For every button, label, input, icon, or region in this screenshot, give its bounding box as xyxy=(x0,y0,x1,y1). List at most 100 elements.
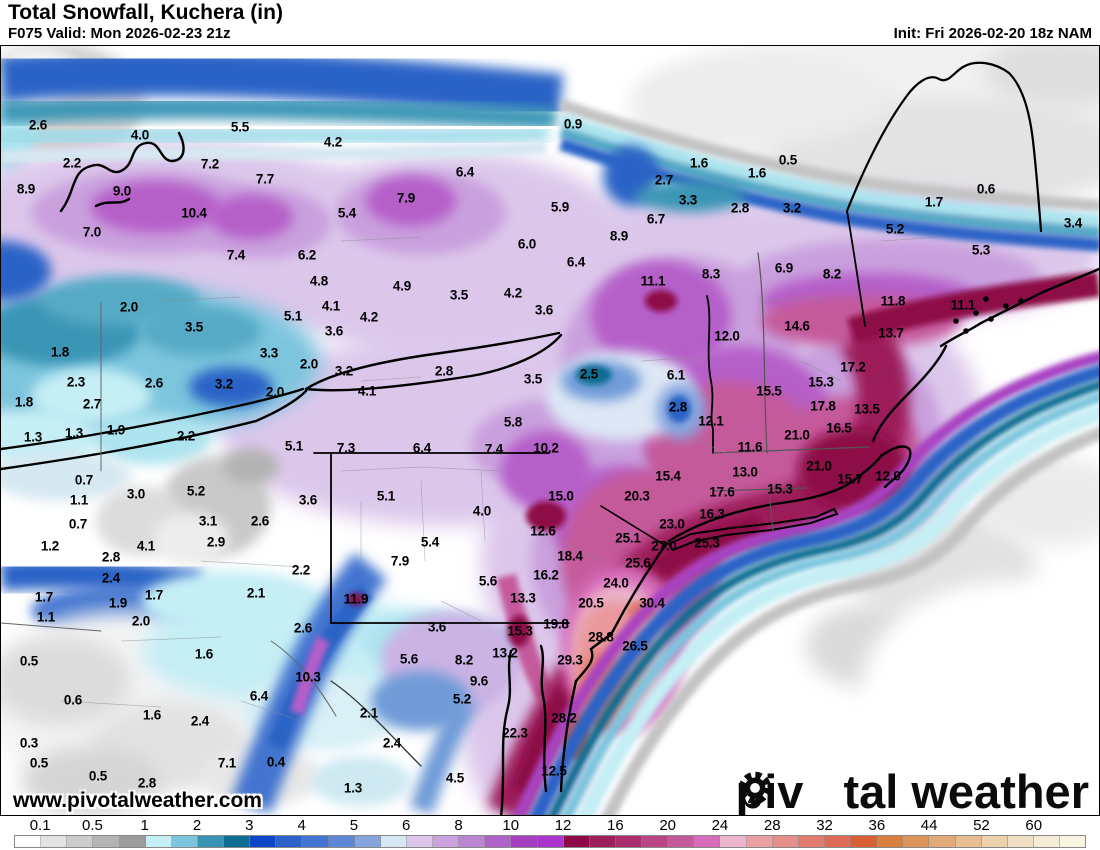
map-value-label: 0.7 xyxy=(68,516,88,532)
map-value-label: 0.5 xyxy=(88,768,108,784)
map-value-label: 26.5 xyxy=(622,638,648,654)
map-value-label: 2.6 xyxy=(250,513,270,529)
map-value-label: 2.4 xyxy=(190,713,210,729)
map-value-label: 2.2 xyxy=(62,155,82,171)
map-value-label: 1.8 xyxy=(50,344,70,360)
map-value-label: 15.3 xyxy=(767,481,793,497)
map-value-label: 4.1 xyxy=(136,538,156,554)
color-scale-cell xyxy=(145,836,172,847)
map-value-label: 5.4 xyxy=(337,205,357,221)
map-value-label: 10.2 xyxy=(533,440,559,456)
map-value-label: 3.5 xyxy=(523,371,543,387)
color-scale-cell xyxy=(668,836,695,847)
map-value-label: 1.6 xyxy=(142,707,162,723)
map-value-label: 4.8 xyxy=(309,273,329,289)
map-value-label: 2.9 xyxy=(206,534,226,550)
color-scale-cell xyxy=(746,836,773,847)
color-scale-cell xyxy=(929,836,956,847)
map-value-label: 12.0 xyxy=(875,468,901,484)
color-scale-tick: 5 xyxy=(349,817,359,834)
map-value-label: 6.4 xyxy=(455,164,475,180)
map-value-label: 1.3 xyxy=(23,429,43,445)
map-value-label: 23.0 xyxy=(659,516,685,532)
map-value-label: 1.9 xyxy=(106,422,126,438)
color-scale-cell xyxy=(537,836,564,847)
color-scale-cell xyxy=(224,836,251,847)
logo-text-tal-weather: tal weather xyxy=(843,765,1089,816)
map-value-label: 30.4 xyxy=(639,595,665,611)
map-value-label: 0.9 xyxy=(563,116,583,132)
color-scale-tick: 32 xyxy=(816,817,833,834)
map-value-label: 3.6 xyxy=(324,323,344,339)
map-value-label: 9.0 xyxy=(112,183,132,199)
color-scale-ticks: 0.1 0.5 1 2 3 4 5 6 8 10 12 16 20 24 28 32 36 44 52 60 xyxy=(0,816,1100,834)
map-value-label: 2.8 xyxy=(730,200,750,216)
color-scale-tick: 52 xyxy=(973,817,990,834)
map-value-label: 6.4 xyxy=(566,254,586,270)
county-lines xyxy=(60,236,942,722)
map-value-label: 4.2 xyxy=(359,309,379,325)
map-value-label: 29.3 xyxy=(557,652,583,668)
map-value-label: 12.1 xyxy=(698,413,724,429)
map-header: Total Snowfall, Kuchera (in) F075 Valid:… xyxy=(0,0,1100,45)
color-scale-tick: 3 xyxy=(245,817,254,834)
northern-gradient-bands xyxy=(1,50,1099,252)
map-value-label: 1.7 xyxy=(34,589,54,605)
map-value-label: 8.9 xyxy=(609,228,629,244)
color-scale-cell xyxy=(119,836,146,847)
map-value-label: 8.9 xyxy=(16,181,36,197)
state-borders xyxy=(1,61,1043,767)
map-value-label: 16.2 xyxy=(533,567,559,583)
map-value-label: 8.2 xyxy=(822,266,842,282)
map-value-label: 21.0 xyxy=(784,427,810,443)
map-value-label: 18.4 xyxy=(557,548,583,564)
map-value-label: 7.2 xyxy=(200,156,220,172)
map-value-label: 3.5 xyxy=(449,287,469,303)
color-scale-cell xyxy=(197,836,224,847)
map-value-label: 13.2 xyxy=(492,645,518,661)
map-value-label: 0.5 xyxy=(778,152,798,168)
map-value-label: 11.6 xyxy=(737,439,763,455)
map-value-label: 24.0 xyxy=(603,575,629,591)
color-scale-cells xyxy=(14,835,1086,848)
init-time-label: Init: Fri 2026-02-20 18z NAM xyxy=(893,25,1092,42)
map-value-label: 5.6 xyxy=(399,651,419,667)
map-value-label: 4.2 xyxy=(503,285,523,301)
map-artwork xyxy=(1,46,1099,815)
great-lakes-shorelines xyxy=(1,131,563,471)
watermark: www.pivotalweather.com xyxy=(13,789,262,812)
map-value-label: 3.3 xyxy=(259,345,279,361)
map-value-label: 15.3 xyxy=(507,623,533,639)
map-value-label: 3.2 xyxy=(782,200,802,216)
color-scale-tick: 36 xyxy=(868,817,886,834)
map-value-label: 3.2 xyxy=(334,363,354,379)
map-value-label: 27.0 xyxy=(651,538,677,554)
color-scale-tick: 10 xyxy=(502,817,520,834)
map-value-label: 3.1 xyxy=(198,513,218,529)
map-value-label: 2.7 xyxy=(82,396,102,412)
map-value-label: 11.9 xyxy=(343,591,369,607)
map-value-label: 28.2 xyxy=(551,710,577,726)
map-value-label: 16.3 xyxy=(699,506,725,522)
map-value-label: 17.2 xyxy=(840,359,866,375)
map-value-label: 5.2 xyxy=(452,691,472,707)
map-value-label: 3.4 xyxy=(1063,215,1083,231)
map-value-label: 0.5 xyxy=(19,653,39,669)
map-value-label: 2.1 xyxy=(359,705,379,721)
map-value-label: 22.3 xyxy=(502,725,528,741)
map-value-label: 15.7 xyxy=(837,471,863,487)
color-scale-cell xyxy=(851,836,878,847)
map-value-label: 6.2 xyxy=(297,247,317,263)
color-scale-cell xyxy=(406,836,433,847)
color-scale-cell xyxy=(1060,836,1086,847)
map-value-label: 7.7 xyxy=(255,171,275,187)
map-value-label: 11.1 xyxy=(950,297,976,313)
map-value-label: 3.6 xyxy=(298,492,318,508)
color-scale-cell xyxy=(642,836,669,847)
map-value-label: 25.6 xyxy=(625,555,651,571)
map-value-label: 15.3 xyxy=(808,374,834,390)
color-scale-tick: 24 xyxy=(711,817,729,834)
map-value-label: 1.7 xyxy=(144,587,164,603)
map-value-label: 2.6 xyxy=(28,117,48,133)
map-value-label: 12.0 xyxy=(714,328,740,344)
